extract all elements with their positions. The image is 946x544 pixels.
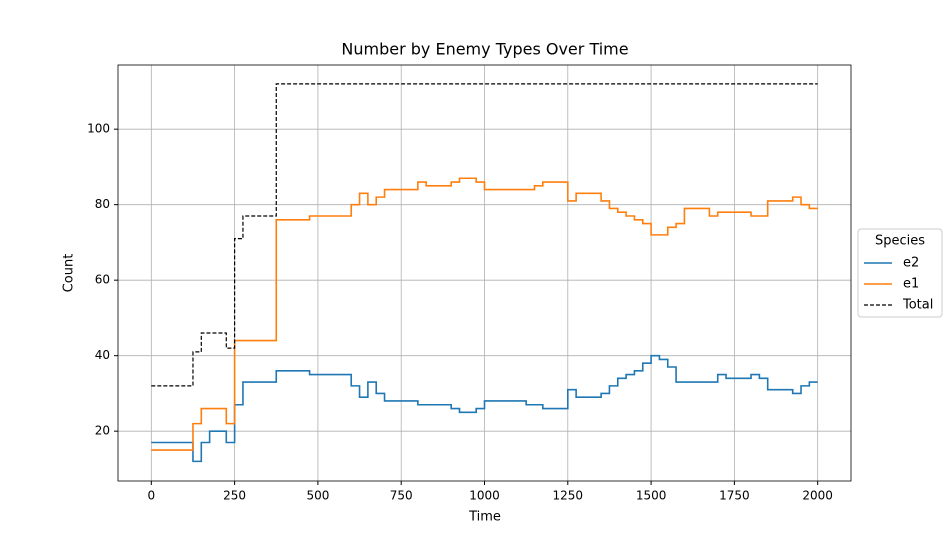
legend-label: e1 <box>903 277 919 292</box>
x-tick-label: 1750 <box>719 489 750 503</box>
x-tick-label: 750 <box>390 489 413 503</box>
x-tick-label: 0 <box>147 489 155 503</box>
x-tick-label: 250 <box>223 489 246 503</box>
y-tick-label: 40 <box>95 348 110 362</box>
legend: Species e2 e1 Total <box>857 228 943 318</box>
x-tick-label: 1500 <box>636 489 667 503</box>
y-tick-label: 60 <box>95 273 110 287</box>
chart-title: Number by Enemy Types Over Time <box>341 40 628 59</box>
x-tick-label: 1250 <box>553 489 584 503</box>
plot-frame <box>117 64 852 482</box>
y-tick-label: 80 <box>95 197 110 211</box>
y-axis-label: Count <box>62 254 77 293</box>
y-tick-label: 20 <box>95 424 110 438</box>
series-line <box>151 83 818 387</box>
x-tick-label: 500 <box>306 489 329 503</box>
legend-box <box>857 228 943 318</box>
x-tick-label: 2000 <box>802 489 833 503</box>
series-line <box>151 177 818 451</box>
legend-label: e2 <box>903 256 919 271</box>
x-axis-label: Time <box>468 510 501 525</box>
x-tick-label: 1000 <box>469 489 500 503</box>
legend-label: Total <box>902 298 933 313</box>
series-line <box>151 354 818 463</box>
legend-title: Species <box>875 234 925 249</box>
y-tick-label: 100 <box>87 122 110 136</box>
